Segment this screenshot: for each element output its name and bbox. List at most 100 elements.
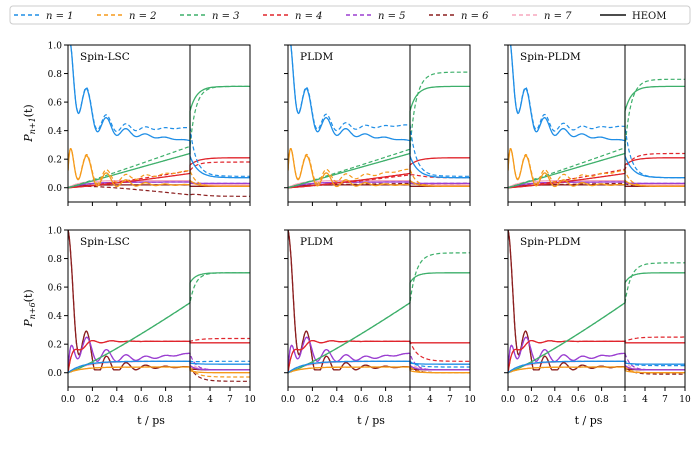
x-axis-label: t / ps [357,414,385,427]
series-n2-method [68,148,250,187]
series-n4-method [288,340,470,373]
series-n6-method [288,230,470,374]
x-tick-label: 0.6 [354,395,369,405]
x-tick-label: 4 [207,395,213,405]
series-n3-heom [508,272,685,374]
x-tick-label: 10 [464,395,476,405]
panels: 0.0 0.2 0.4 0.6 0.8 1.0 Spin-LSC PLDM Spin-PLDM 0… [48,42,691,428]
y-tick-label: 0.6 [48,284,63,294]
panel-bottom-spin-pldm: 0.0 0.2 0.4 0.6 0.8 1 4 7 10 Spin-PLDM t / ps [501,229,691,427]
panel-top-pldm: PLDM [284,44,471,206]
series-n2-heom [288,148,470,188]
legend-label-n7: n = 7 [544,11,572,22]
legend-label-heom: HEOM [632,11,666,22]
series-n3-method [68,272,250,374]
series-n3-method [508,262,685,374]
y-tick-label: 0.8 [48,255,63,265]
panel-title: Spin-LSC [80,51,130,63]
legend-label-n4: n = 4 [295,11,323,22]
series-n2-heom [508,148,685,188]
panel-frame [287,229,471,388]
x-tick-label: 10 [244,395,256,405]
x-tick-label: 0.8 [158,395,173,405]
legend-label-n5: n = 5 [378,11,406,22]
curves [68,230,250,382]
legend-entry-n2: n = 2 [97,11,157,22]
legend-label-n1: n = 1 [46,11,74,22]
x-tick-label: 0.4 [548,395,563,405]
series-n4-method [68,161,250,189]
x-tick-label: 0.0 [501,395,516,405]
series-n1-method [288,45,470,177]
x-tick-label: 0.6 [134,395,149,405]
series-n2-method [288,148,470,187]
legend-entry-n7: n = 7 [512,11,572,22]
x-tick-label: 10 [679,395,691,405]
x-tick-label: 0.2 [305,395,319,405]
series-n5-method [68,181,250,189]
y-tick-label: 0.2 [48,156,62,166]
panel-top-spin-pldm: Spin-PLDM [504,44,686,206]
x-tick-label: 0.4 [330,395,345,405]
legend-entry-n4: n = 4 [263,11,323,22]
svg-text:Pn+1(t): Pn+1(t) [22,104,37,142]
y-tick-label: 0.4 [48,312,63,322]
legend-label-n6: n = 6 [461,11,489,22]
series-n6-heom [508,230,685,371]
x-tick-label: 1 [407,395,413,405]
series-n1-method [508,360,685,374]
panel-bottom-pldm: 0.0 0.2 0.4 0.6 0.8 1 4 7 10 PLDM t / ps [281,229,476,427]
x-tick-label: 0.6 [571,395,586,405]
axis-labels: Pn+1(t) Pn+6(t) [22,104,37,327]
x-tick-label: 4 [642,395,648,405]
curves [288,45,470,189]
x-tick-label: 0.0 [61,395,76,405]
x-tick-label: 0.4 [110,395,125,405]
series-n1-method [68,360,250,374]
series-n6-method [508,230,685,375]
series-n4-method [508,336,685,373]
legend-label-n2: n = 2 [129,11,157,22]
x-tick-label: 1 [187,395,193,405]
svg-text:Pn+6(t): Pn+6(t) [22,289,37,327]
series-n6-heom [288,230,470,371]
panel-title: PLDM [300,236,333,248]
panel-title: Spin-PLDM [520,51,581,63]
series-n5-method [288,181,470,189]
series-n1-method [508,45,685,179]
y-tick-label: 0.6 [48,99,63,109]
curves [508,45,685,189]
series-n1-method [68,45,250,177]
legend: n = 1 n = 2 n = 3 n = 4 n = 5 n = 6 n = 7 HEOM [9,5,691,25]
panel-frame [287,44,471,203]
y-tick-label: 0.4 [48,127,63,137]
series-n6-method [68,185,250,197]
legend-entry-n6: n = 6 [429,11,489,22]
x-tick-label: 4 [427,395,433,405]
series-n4-heom [508,157,685,189]
x-tick-label: 0.8 [594,395,609,405]
series-n3-method [288,252,470,374]
series-n1-method [288,360,470,374]
series-n5-method [68,336,250,373]
legend-entry-n5: n = 5 [346,11,406,22]
x-tick-label: 7 [447,395,453,405]
panel-frame [507,44,686,203]
panel-title: Spin-PLDM [520,236,581,248]
y-tick-label: 0.0 [48,184,63,194]
x-tick-label: 7 [227,395,233,405]
series-n6-heom [68,230,250,371]
x-tick-label: 7 [662,395,668,405]
panel-title: PLDM [300,51,333,63]
y-tick-label: 1.0 [48,227,63,237]
curves [288,230,470,374]
x-axis-label: t / ps [137,414,165,427]
panel-title: Spin-LSC [80,236,130,248]
y-tick-label: 0.0 [48,369,63,379]
legend-entry-n1: n = 1 [14,11,74,22]
panel-frame [67,44,251,203]
legend-entry-heom: HEOM [600,11,666,22]
x-tick-label: 0.0 [281,395,296,405]
x-tick-label: 0.2 [524,395,538,405]
